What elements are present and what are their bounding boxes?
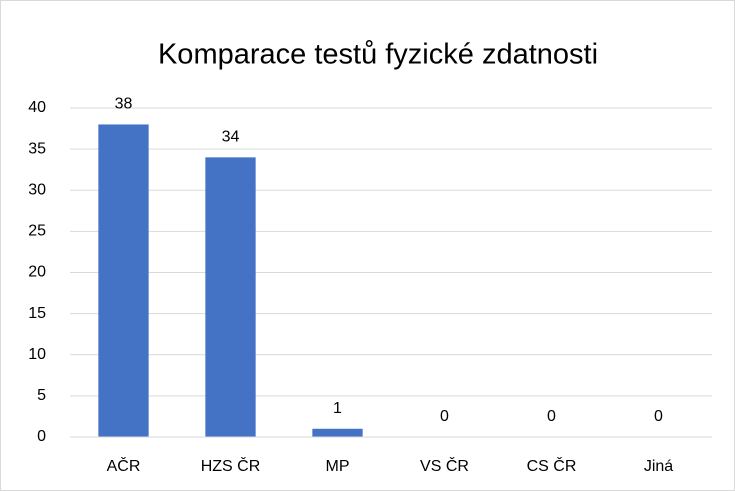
data-label: 0 xyxy=(440,408,449,425)
data-label: 1 xyxy=(333,400,342,417)
x-tick-label: AČR xyxy=(107,456,141,475)
y-tick-label: 40 xyxy=(28,99,46,116)
y-tick-label: 5 xyxy=(37,387,46,404)
x-tick-label: MP xyxy=(326,458,350,475)
data-label: 0 xyxy=(547,408,556,425)
y-tick-label: 30 xyxy=(28,181,46,198)
y-tick-label: 35 xyxy=(28,140,46,157)
x-tick-label: Jiná xyxy=(644,458,673,475)
data-label: 38 xyxy=(115,96,133,113)
y-tick-label: 10 xyxy=(28,346,46,363)
y-tick-label: 20 xyxy=(28,264,46,281)
bar xyxy=(98,124,149,437)
y-tick-label: 25 xyxy=(28,223,46,240)
x-tick-label: CS ČR xyxy=(527,456,577,475)
y-tick-label: 15 xyxy=(28,305,46,322)
x-tick-label: VS ČR xyxy=(420,456,469,475)
data-label: 34 xyxy=(222,129,240,146)
x-tick-label: HZS ČR xyxy=(201,456,261,475)
chart-title: Komparace testů fyzické zdatnosti xyxy=(158,39,598,71)
data-label: 0 xyxy=(654,408,663,425)
y-tick-label: 0 xyxy=(37,428,46,445)
bar xyxy=(312,428,363,437)
bar xyxy=(205,157,256,437)
